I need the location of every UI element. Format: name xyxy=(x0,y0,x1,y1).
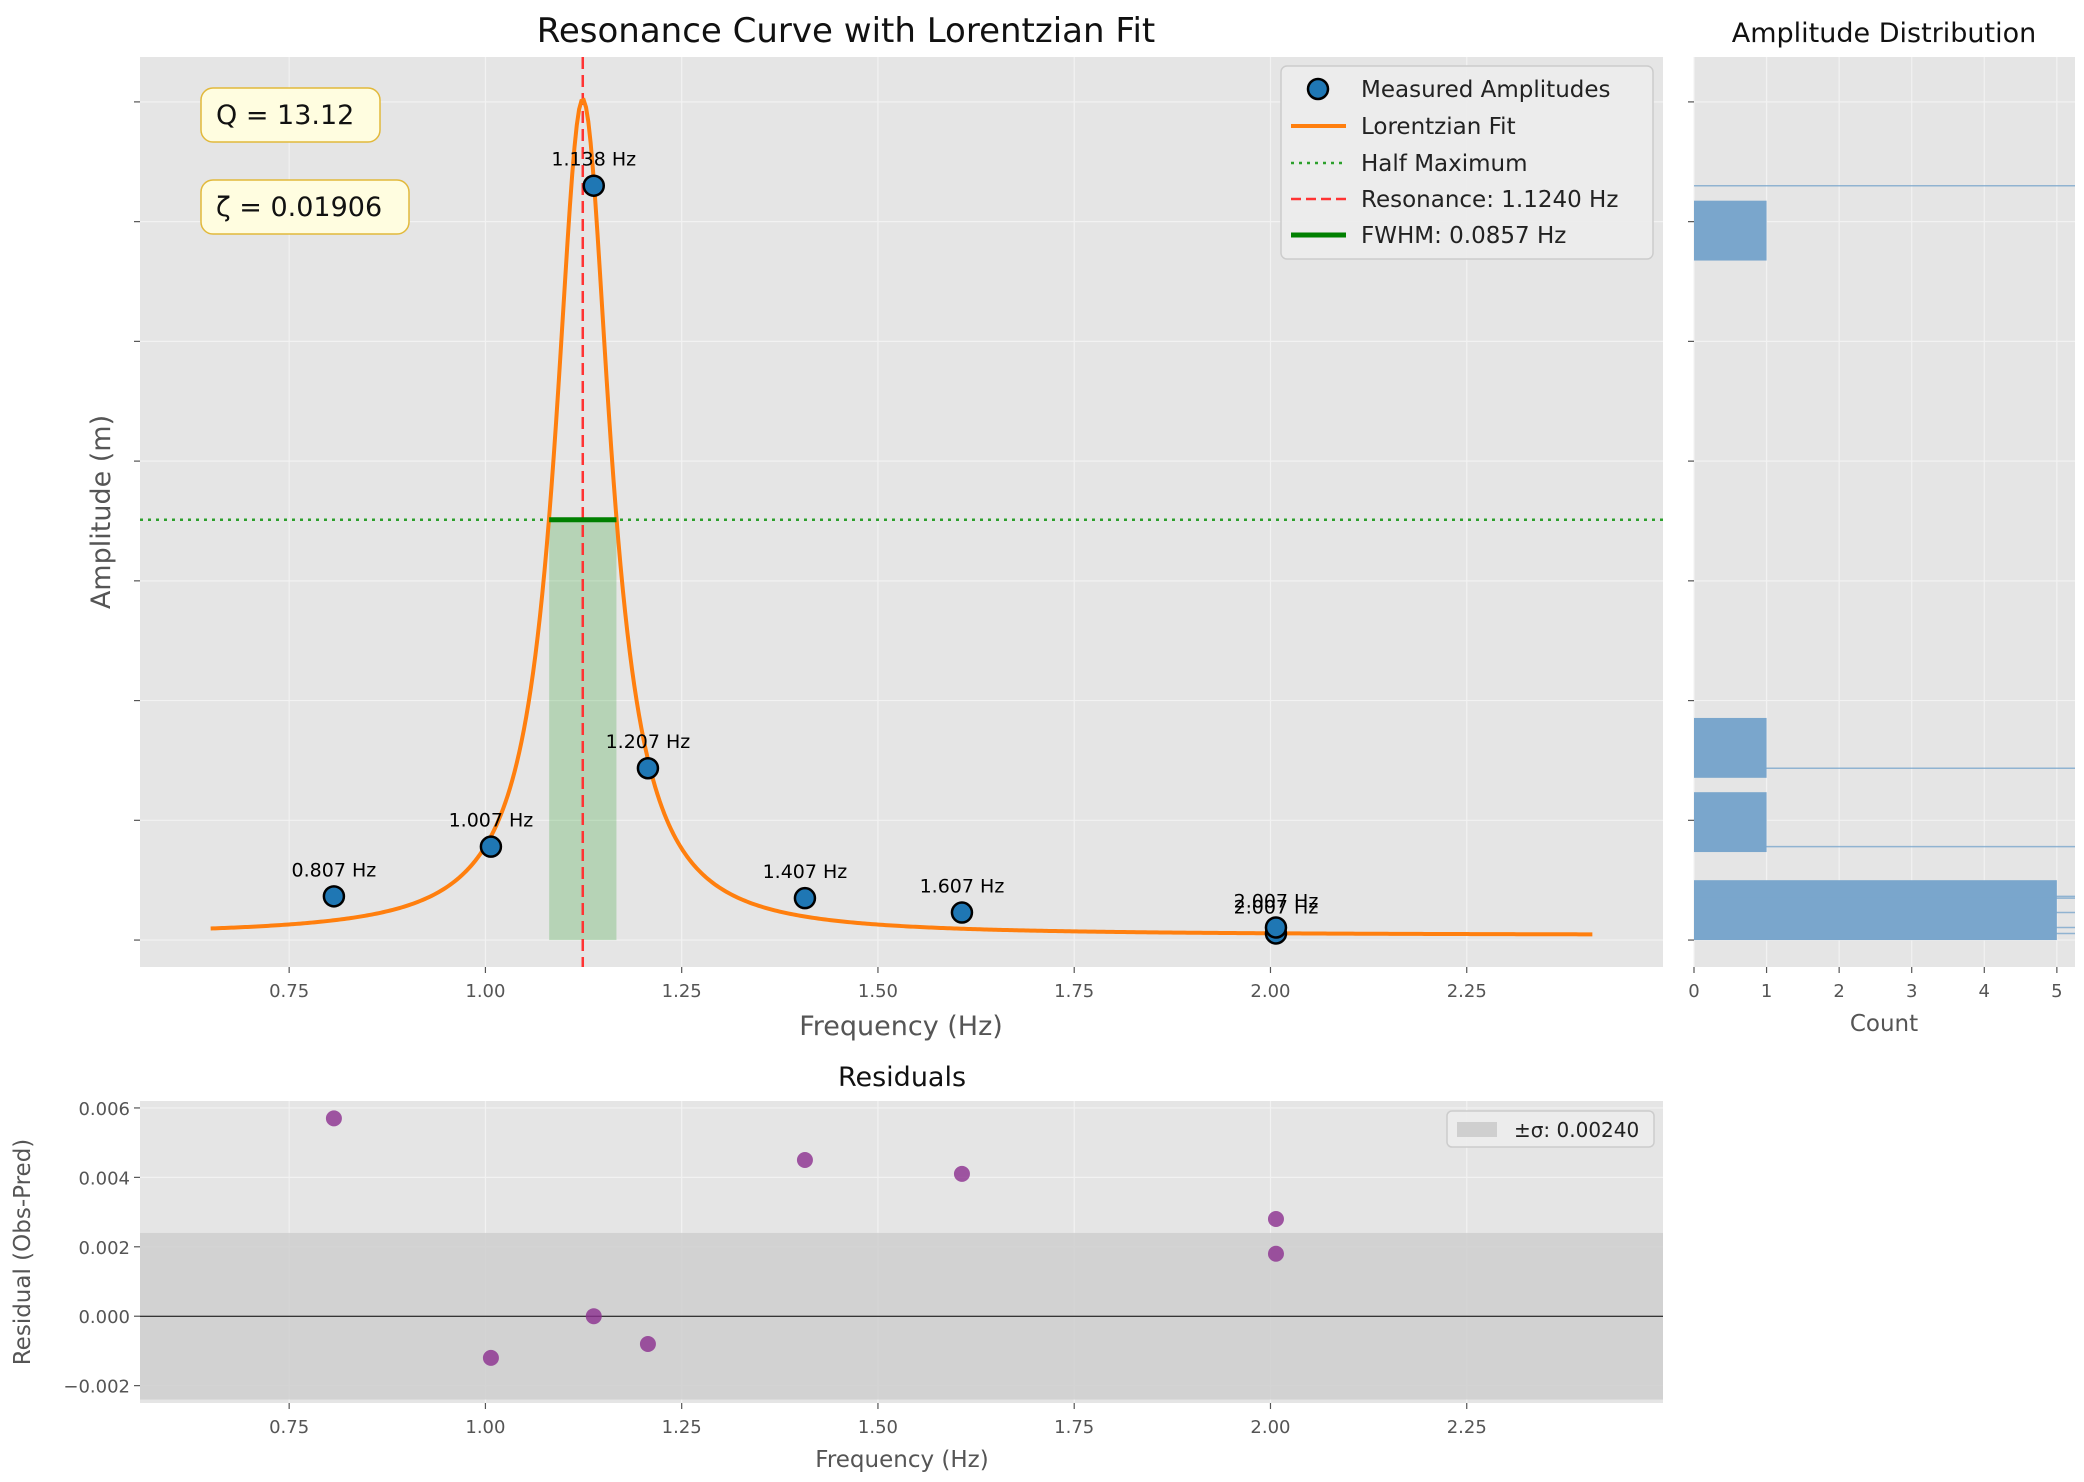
histogram-x-tick-label: 0 xyxy=(1688,981,1699,1002)
residual-point xyxy=(1267,1211,1284,1228)
zeta-annotation-text: ζ = 0.01906 xyxy=(216,192,382,223)
main-x-tick-label: 0.75 xyxy=(269,981,309,1002)
residuals-x-tick-label: 0.75 xyxy=(269,1417,309,1438)
residuals-y-axis-label: Residual (Obs-Pred) xyxy=(10,1139,36,1366)
histogram-bar xyxy=(1694,880,2057,941)
measured-point xyxy=(1264,916,1288,939)
residuals-y-tick-label: 0.002 xyxy=(78,1238,130,1259)
residuals-title: Residuals xyxy=(838,1062,966,1093)
residuals-y-tick-label: −0.002 xyxy=(63,1377,130,1398)
legend-label-fwhm: FWHM: 0.0857 Hz xyxy=(1361,223,1566,249)
residuals-x-tick-label: 1.00 xyxy=(465,1417,505,1438)
residual-point xyxy=(1267,1245,1284,1262)
histogram-x-tick-label: 2 xyxy=(1833,981,1844,1002)
main-x-axis-label: Frequency (Hz) xyxy=(799,1011,1003,1042)
legend-label-fit: Lorentzian Fit xyxy=(1361,114,1516,140)
point-label: 1.407 Hz xyxy=(763,861,848,883)
measured-point xyxy=(479,835,503,858)
main-x-tick-label: 1.00 xyxy=(465,981,505,1002)
residuals-x-tick-label: 1.25 xyxy=(662,1417,702,1438)
main-title: Resonance Curve with Lorentzian Fit xyxy=(537,11,1155,51)
point-label: 1.207 Hz xyxy=(606,731,691,753)
zeta-annotation: ζ = 0.01906 xyxy=(200,179,410,235)
measured-point xyxy=(582,174,606,197)
lorentzian-fit-curve xyxy=(210,97,1593,937)
q-annotation: Q = 13.12 xyxy=(200,87,381,143)
residuals-y-tick-label: 0.000 xyxy=(78,1307,130,1328)
residual-point xyxy=(325,1110,342,1127)
histogram-ticks: 0 1 2 3 4 5 xyxy=(1688,101,2063,1002)
legend-marker-points xyxy=(1306,77,1330,101)
histogram-x-axis-label: Count xyxy=(1850,1011,1918,1037)
residuals-x-tick-label: 2.00 xyxy=(1250,1417,1290,1438)
residuals-ticks: 0.75 1.00 1.25 1.50 1.75 2.00 2.25 0.006 0.004 0.… xyxy=(63,1099,1486,1438)
point-labels: 0.807 Hz 1.007 Hz 1.138 Hz 1.207 Hz 1.407 Hz… xyxy=(292,149,1319,919)
residuals-x-tick-label: 2.25 xyxy=(1447,1417,1487,1438)
main-x-tick-label: 2.00 xyxy=(1250,981,1290,1002)
main-y-axis-label: Amplitude (m) xyxy=(86,415,117,609)
measured-point xyxy=(793,886,817,910)
measured-point xyxy=(636,756,660,780)
main-legend: Measured Amplitudes Lorentzian Fit Half … xyxy=(1280,65,1654,260)
histogram-title: Amplitude Distribution xyxy=(1732,18,2036,49)
histogram-x-tick-label: 1 xyxy=(1761,981,1772,1002)
residuals-legend: ±σ: 0.00240 xyxy=(1446,1110,1655,1148)
main-x-tick-label: 1.75 xyxy=(1054,981,1094,1002)
residual-point xyxy=(796,1152,813,1169)
legend-marker-sigma xyxy=(1457,1122,1497,1137)
residual-point xyxy=(482,1349,499,1366)
histogram-bars xyxy=(1694,200,2057,941)
residuals-x-axis-label: Frequency (Hz) xyxy=(815,1447,988,1473)
residuals-panel: 0.75 1.00 1.25 1.50 1.75 2.00 2.25 0.006 0.004 0.… xyxy=(10,1062,1663,1473)
legend-label-half-max: Half Maximum xyxy=(1361,151,1528,177)
point-label: 1.138 Hz xyxy=(551,149,636,171)
point-label: 1.607 Hz xyxy=(920,876,1005,898)
histogram-x-tick-label: 5 xyxy=(2051,981,2062,1002)
main-ticks: 0.75 1.00 1.25 1.50 1.75 2.00 2.25 xyxy=(134,101,1487,1002)
legend-label-sigma: ±σ: 0.00240 xyxy=(1514,1118,1639,1142)
histogram-panel: 0 1 2 3 4 5 Amplitude Distribution Count xyxy=(1688,18,2075,1037)
residual-point xyxy=(639,1335,656,1352)
residuals-y-tick-label: 0.006 xyxy=(78,1099,130,1120)
histogram-bar xyxy=(1694,792,1767,853)
main-x-tick-label: 2.25 xyxy=(1447,981,1487,1002)
main-grid xyxy=(140,57,1663,967)
point-label: 1.007 Hz xyxy=(449,810,534,832)
main-x-tick-label: 1.25 xyxy=(662,981,702,1002)
residuals-x-tick-label: 1.75 xyxy=(1054,1417,1094,1438)
measured-point xyxy=(322,885,346,908)
histogram-x-tick-label: 3 xyxy=(1906,981,1917,1002)
point-label: 0.807 Hz xyxy=(292,859,377,881)
point-label: 2.007 Hz xyxy=(1234,896,1319,918)
legend-label-points: Measured Amplitudes xyxy=(1361,77,1611,103)
residual-point xyxy=(585,1308,602,1325)
measured-points xyxy=(322,174,1288,945)
histogram-bar xyxy=(1694,200,1767,261)
main-x-tick-label: 1.50 xyxy=(858,981,898,1002)
legend-label-resonance: Resonance: 1.1240 Hz xyxy=(1361,187,1618,213)
residuals-x-tick-label: 1.50 xyxy=(858,1417,898,1438)
histogram-x-tick-label: 4 xyxy=(1979,981,1990,1002)
measured-point xyxy=(950,901,974,924)
q-annotation-text: Q = 13.12 xyxy=(216,100,354,131)
point-label: 2.007 Hz xyxy=(1234,890,1319,912)
residuals-y-tick-label: 0.004 xyxy=(78,1168,130,1189)
main-panel: 0.75 1.00 1.25 1.50 1.75 2.00 2.25 0.807 Hz 1.0… xyxy=(86,11,1663,1042)
residual-points xyxy=(325,1110,1284,1366)
residual-point xyxy=(953,1165,970,1182)
histogram-point-lines xyxy=(1694,184,2075,935)
